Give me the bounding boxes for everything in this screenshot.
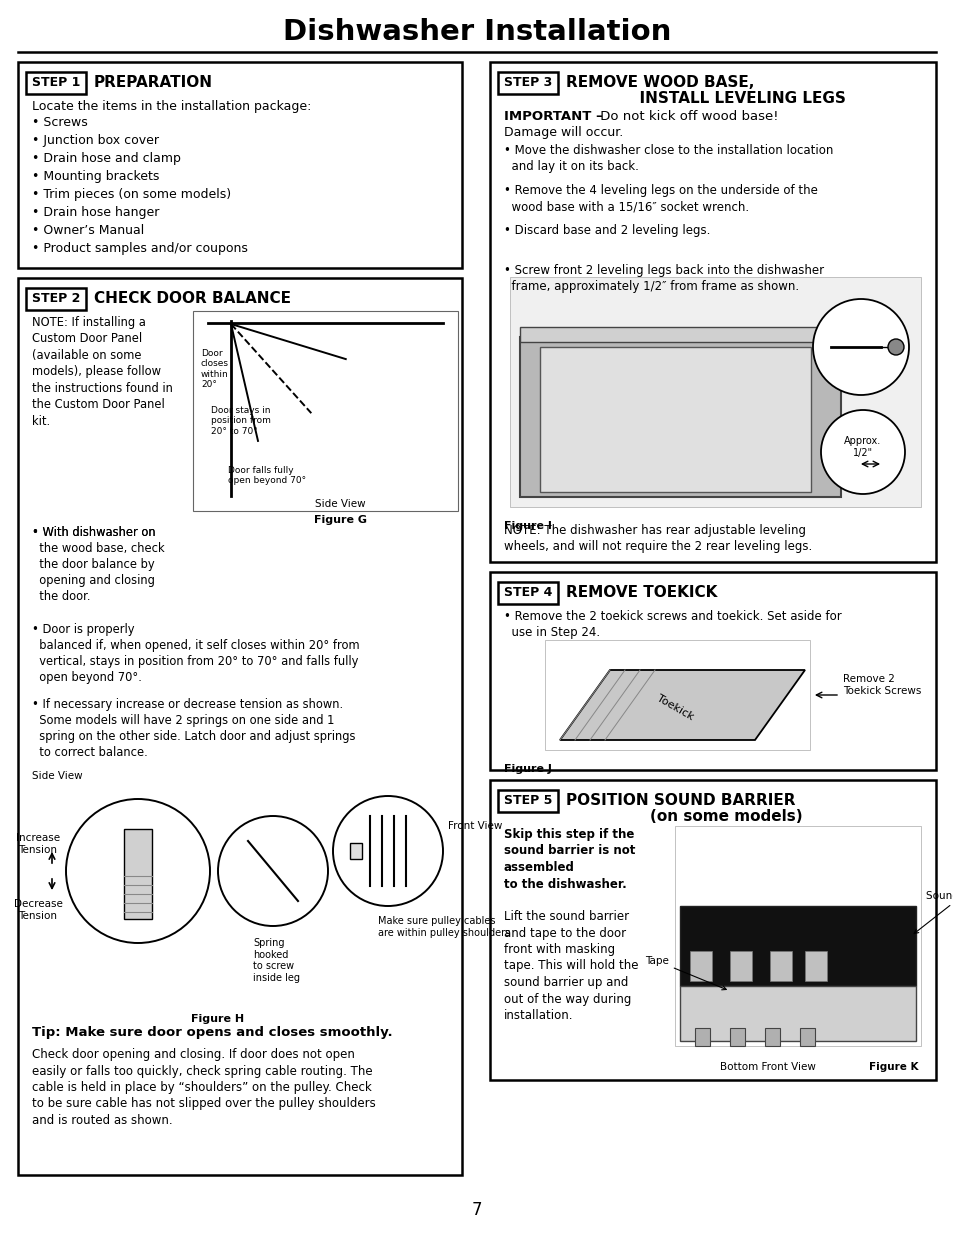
Bar [510, 277, 920, 508]
Bar [689, 951, 711, 981]
Text: • Move the dishwasher close to the installation location
  and lay it on its bac: • Move the dishwasher close to the insta… [503, 144, 833, 173]
Text: Decrease
Tension: Decrease Tension [13, 899, 62, 920]
Text: • Door is properly
  balanced if, when opened, it self closes within 20° from
  : • Door is properly balanced if, when ope… [32, 622, 359, 684]
Text: • Remove the 2 toekick screws and toekick. Set aside for
  use in Step 24.: • Remove the 2 toekick screws and toekic… [503, 610, 841, 638]
Polygon shape [559, 671, 804, 740]
Text: STEP 5: STEP 5 [503, 794, 552, 808]
Text: (on some models): (on some models) [565, 809, 801, 824]
Text: • Remove the 4 leveling legs on the underside of the
  wood base with a 15/16″ s: • Remove the 4 leveling legs on the unde… [503, 184, 817, 212]
Bar [675, 826, 920, 1046]
Text: • Drain hose and clamp: • Drain hose and clamp [32, 152, 181, 165]
Text: Check door opening and closing. If door does not open
easily or falls too quickl: Check door opening and closing. If door … [32, 1049, 375, 1128]
Text: Door
closes
within
20°: Door closes within 20° [201, 350, 229, 389]
Bar [490, 781, 935, 1079]
Bar [193, 311, 457, 511]
Text: Door stays in
position from
20° to 70°: Door stays in position from 20° to 70° [211, 406, 271, 436]
Text: Bottom Front View: Bottom Front View [720, 1062, 815, 1072]
Text: Make sure pulley cables
are within pulley shoulders: Make sure pulley cables are within pulle… [377, 916, 510, 937]
Bar [497, 72, 558, 94]
Text: Side View: Side View [314, 499, 365, 509]
Text: IMPORTANT –: IMPORTANT – [503, 110, 602, 124]
Bar [519, 327, 841, 342]
Text: STEP 2: STEP 2 [31, 293, 80, 305]
Text: NOTE: The dishwasher has rear adjustable leveling
wheels, and will not require t: NOTE: The dishwasher has rear adjustable… [503, 524, 811, 553]
Text: Side View: Side View [32, 771, 83, 781]
Text: Toekick: Toekick [654, 694, 695, 722]
Text: INSTALL LEVELING LEGS: INSTALL LEVELING LEGS [565, 91, 845, 106]
Bar [26, 72, 86, 94]
Text: • Discard base and 2 leveling legs.: • Discard base and 2 leveling legs. [503, 224, 710, 237]
Text: Figure H: Figure H [192, 1014, 244, 1024]
Text: • If necessary increase or decrease tension as shown.
  Some models will have 2 : • If necessary increase or decrease tens… [32, 698, 355, 760]
Text: Figure I: Figure I [503, 521, 551, 531]
Text: • Owner’s Manual: • Owner’s Manual [32, 224, 144, 237]
Text: Spring
hooked
to screw
inside leg: Spring hooked to screw inside leg [253, 939, 299, 983]
Text: POSITION SOUND BARRIER: POSITION SOUND BARRIER [565, 793, 795, 808]
Bar [490, 572, 935, 769]
Bar [800, 1028, 814, 1046]
Bar [695, 1028, 709, 1046]
Text: STEP 4: STEP 4 [503, 587, 552, 599]
Text: • Product samples and/or coupons: • Product samples and/or coupons [32, 242, 248, 254]
Text: • Junction box cover: • Junction box cover [32, 135, 159, 147]
Text: • Screws: • Screws [32, 116, 88, 128]
Text: • Drain hose hanger: • Drain hose hanger [32, 206, 159, 219]
Circle shape [887, 338, 903, 354]
Text: Increase
Tension: Increase Tension [16, 832, 60, 855]
Text: Door falls fully
open beyond 70°: Door falls fully open beyond 70° [228, 466, 306, 485]
Bar [497, 790, 558, 811]
Text: Figure K: Figure K [868, 1062, 918, 1072]
Bar [26, 288, 86, 310]
Circle shape [821, 410, 904, 494]
Text: Sound Barrier: Sound Barrier [913, 890, 953, 934]
Text: • Trim pieces (on some models): • Trim pieces (on some models) [32, 188, 231, 201]
Text: Approx.
1/2": Approx. 1/2" [843, 436, 881, 458]
Text: Remove 2
Toekick Screws: Remove 2 Toekick Screws [842, 674, 921, 695]
Text: Tape: Tape [644, 956, 725, 989]
Text: Lift the sound barrier
and tape to the door
front with masking
tape. This will h: Lift the sound barrier and tape to the d… [503, 910, 638, 1023]
Bar [544, 640, 809, 750]
Text: 7: 7 [471, 1200, 482, 1219]
Circle shape [812, 299, 908, 395]
Bar [350, 844, 361, 860]
Text: Front View: Front View [448, 821, 502, 831]
Text: NOTE: If installing a
Custom Door Panel
(available on some
models), please follo: NOTE: If installing a Custom Door Panel … [32, 316, 172, 429]
Text: REMOVE TOEKICK: REMOVE TOEKICK [565, 585, 717, 600]
Text: STEP 3: STEP 3 [503, 77, 552, 89]
Text: • Screw front 2 leveling legs back into the dishwasher
  frame, approximately 1/: • Screw front 2 leveling legs back into … [503, 264, 823, 293]
Bar [679, 906, 915, 986]
Polygon shape [519, 337, 841, 496]
Bar [124, 829, 152, 919]
Bar [764, 1028, 780, 1046]
Bar [490, 62, 935, 562]
Bar [497, 582, 558, 604]
Text: PREPARATION: PREPARATION [94, 75, 213, 90]
Text: Figure J: Figure J [503, 764, 551, 774]
Bar [769, 951, 791, 981]
Bar [539, 347, 810, 492]
Bar [18, 62, 461, 268]
Bar [804, 951, 826, 981]
Text: Dishwasher Installation: Dishwasher Installation [282, 19, 671, 46]
Text: STEP 1: STEP 1 [31, 77, 80, 89]
Text: Damage will occur.: Damage will occur. [503, 126, 622, 140]
Text: Skip this step if the
sound barrier is not
assembled
to the dishwasher.: Skip this step if the sound barrier is n… [503, 827, 635, 890]
Text: Locate the items in the installation package:: Locate the items in the installation pac… [32, 100, 311, 112]
Bar [729, 951, 751, 981]
Bar [679, 986, 915, 1041]
Bar [18, 278, 461, 1174]
Text: Figure G: Figure G [314, 515, 367, 525]
Text: REMOVE WOOD BASE,: REMOVE WOOD BASE, [565, 75, 754, 90]
Text: Tip: Make sure door opens and closes smoothly.: Tip: Make sure door opens and closes smo… [32, 1026, 393, 1039]
Text: • Mounting brackets: • Mounting brackets [32, 170, 159, 183]
Text: • With dishwasher on: • With dishwasher on [32, 526, 155, 538]
Bar [729, 1028, 744, 1046]
Text: • With dishwasher on
  the wood base, check
  the door balance by
  opening and : • With dishwasher on the wood base, chec… [32, 526, 165, 603]
Text: Do not kick off wood base!: Do not kick off wood base! [596, 110, 778, 124]
Text: CHECK DOOR BALANCE: CHECK DOOR BALANCE [94, 291, 291, 306]
